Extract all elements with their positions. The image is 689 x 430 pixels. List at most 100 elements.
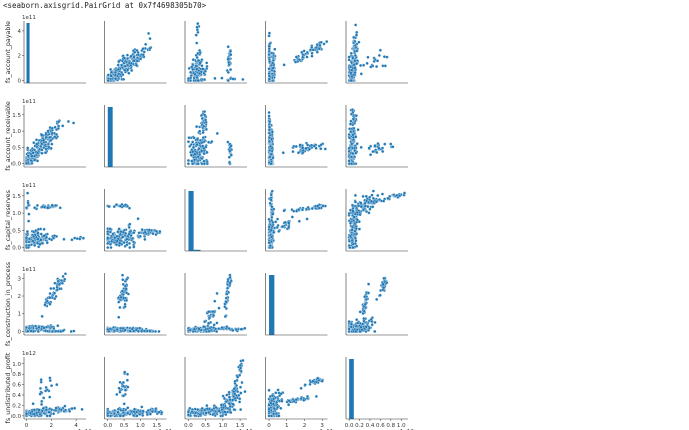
scatter-point (133, 50, 137, 54)
scatter-point (282, 209, 286, 213)
scatter-point (28, 411, 33, 415)
scatter-point (312, 144, 316, 148)
scatter-point (42, 396, 46, 400)
scatter-point (205, 403, 209, 408)
scatter-point (125, 63, 130, 67)
scatter-point (27, 212, 31, 216)
scatter-point (225, 393, 229, 397)
scatter-point (139, 57, 143, 61)
scatter-point (283, 220, 287, 224)
scatter-point (198, 50, 202, 55)
scatter-point (364, 297, 368, 302)
scatter-point (207, 310, 211, 314)
y-axis-label: fs_construction_in_process (5, 262, 12, 346)
scatter-point (373, 320, 377, 325)
scatter-point (121, 394, 126, 398)
x-tick-label: 0.5 (201, 423, 210, 429)
scatter-point (347, 146, 351, 150)
scatter-point (56, 279, 60, 283)
panel-r0-c1 (104, 21, 167, 84)
scatter-point (226, 140, 230, 144)
scatter-point (48, 291, 52, 296)
scatter-point (119, 295, 123, 299)
scatter-point (33, 158, 37, 162)
scatter-point (350, 238, 354, 243)
scatter-point (353, 43, 357, 48)
scatter-point (367, 146, 371, 150)
scatter-point (347, 159, 351, 163)
scatter-point (124, 287, 128, 291)
scatter-point (50, 408, 54, 412)
scatter-point (239, 327, 243, 331)
scatter-point (108, 230, 112, 234)
panel-r2-c1 (104, 189, 167, 252)
scatter-point (305, 217, 309, 221)
scatter-point (35, 241, 40, 245)
scatter-point (195, 137, 200, 141)
scatter-point (224, 399, 228, 404)
scatter-point (50, 329, 54, 334)
x-tick-label: 0.8 (386, 423, 395, 429)
scatter-point (375, 64, 379, 69)
scatter-point (121, 235, 125, 239)
scatter-point (348, 245, 352, 250)
scatter-point (267, 122, 272, 126)
scatter-point (123, 388, 128, 392)
scatter-point (378, 293, 382, 297)
x-tick-label: 0.6 (376, 423, 385, 429)
scatter-point (35, 142, 39, 146)
scatter-point (371, 149, 375, 154)
scatter-point (368, 153, 373, 157)
scatter-point (56, 126, 60, 131)
scatter-point (294, 60, 298, 64)
scatter-point (356, 321, 360, 325)
scatter-point (55, 383, 59, 387)
scatter-point (357, 40, 361, 44)
scatter-point (323, 147, 327, 151)
scatter-point (34, 229, 38, 233)
scatter-point (121, 384, 125, 388)
scatter-point (52, 234, 57, 238)
x-tick-label: 0 (25, 423, 29, 429)
scatter-point (311, 48, 315, 52)
y-tick-label: 0.5 (12, 145, 21, 151)
scatter-point (63, 408, 68, 412)
scatter-point (157, 410, 161, 414)
scatter-point (192, 327, 197, 331)
y-offset-text: 1e11 (22, 183, 36, 189)
scatter-point (267, 53, 271, 57)
scatter-point (354, 33, 359, 37)
scatter-point (203, 69, 207, 73)
scatter-point (36, 237, 40, 241)
scatter-point (111, 232, 115, 236)
scatter-point (227, 402, 231, 406)
scatter-point (37, 408, 41, 412)
scatter-point (210, 140, 214, 144)
scatter-point (363, 204, 367, 208)
scatter-point (116, 63, 120, 67)
scatter-point (57, 282, 62, 286)
scatter-point (298, 143, 302, 147)
scatter-point (349, 51, 353, 55)
scatter-point (368, 195, 372, 199)
panel-r1-c3 (265, 105, 328, 168)
scatter-point (269, 414, 274, 418)
scatter-point (149, 228, 154, 233)
y-tick-label: 1.0 (12, 129, 21, 135)
scatter-point (125, 237, 129, 241)
y-tick-label: 3 (18, 276, 22, 282)
scatter-point (195, 41, 199, 45)
scatter-point (310, 54, 314, 58)
scatter-point (44, 132, 48, 136)
scatter-point (221, 406, 226, 410)
scatter-point (216, 327, 221, 331)
scatter-point (349, 119, 353, 123)
scatter-point (123, 328, 127, 332)
scatter-point (33, 324, 38, 328)
scatter-point (267, 77, 271, 81)
scatter-point (43, 303, 47, 307)
scatter-point (370, 193, 374, 197)
scatter-point (377, 146, 381, 150)
scatter-point (126, 385, 130, 389)
scatter-point (299, 397, 303, 401)
